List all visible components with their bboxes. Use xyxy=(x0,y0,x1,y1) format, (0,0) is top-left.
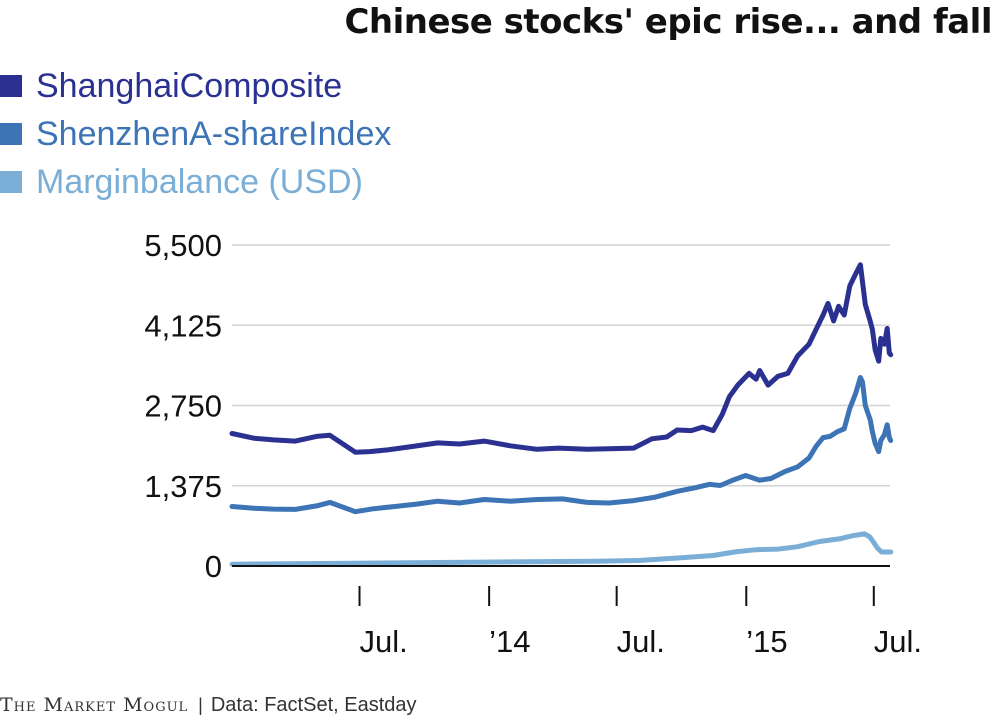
source-note: Data: FactSet, Eastday xyxy=(210,694,417,716)
series-line-0 xyxy=(229,262,894,455)
brand-logo: The Market Mogul xyxy=(0,694,189,716)
y-tick-label-2: 2,750 xyxy=(144,389,222,424)
chart-legend: ShanghaiComposite ShenzhenA-shareIndex M… xyxy=(0,62,391,206)
legend-label-shanghai: ShanghaiComposite xyxy=(36,66,343,105)
footer-separator: | xyxy=(198,695,203,715)
legend-swatch-shenzhen xyxy=(0,123,22,145)
y-tick-label-4: 5,500 xyxy=(144,228,222,263)
series-line-2 xyxy=(229,531,894,567)
legend-item-margin: Marginbalance (USD) xyxy=(0,158,391,206)
x-tick-label-2: Jul. xyxy=(617,624,665,659)
x-tick-label-3: ’15 xyxy=(746,624,787,659)
legend-item-shenzhen: ShenzhenA-shareIndex xyxy=(0,110,391,158)
legend-label-shenzhen: ShenzhenA-shareIndex xyxy=(36,114,392,153)
x-tick-label-4: Jul. xyxy=(874,624,922,659)
chart-title: Chinese stocks' epic rise... and fall xyxy=(344,2,992,42)
legend-swatch-margin xyxy=(0,171,22,193)
legend-label-margin: Marginbalance (USD) xyxy=(36,162,363,201)
line-chart: 0 1,375 2,750 4,125 5,500 Jul. ’14 Jul. ’15 Jul. xyxy=(144,228,922,659)
y-tick-label-1: 1,375 xyxy=(144,469,222,504)
legend-item-shanghai: ShanghaiComposite xyxy=(0,62,391,110)
y-tick-label-0: 0 xyxy=(205,549,222,584)
y-tick-label-3: 4,125 xyxy=(144,308,222,343)
x-tick-label-0: Jul. xyxy=(360,624,408,659)
legend-swatch-shanghai xyxy=(0,75,22,97)
footer: The Market Mogul | Data: FactSet, Eastda… xyxy=(0,694,417,717)
series-line-1 xyxy=(229,375,894,515)
x-tick-label-1: ’14 xyxy=(489,624,530,659)
